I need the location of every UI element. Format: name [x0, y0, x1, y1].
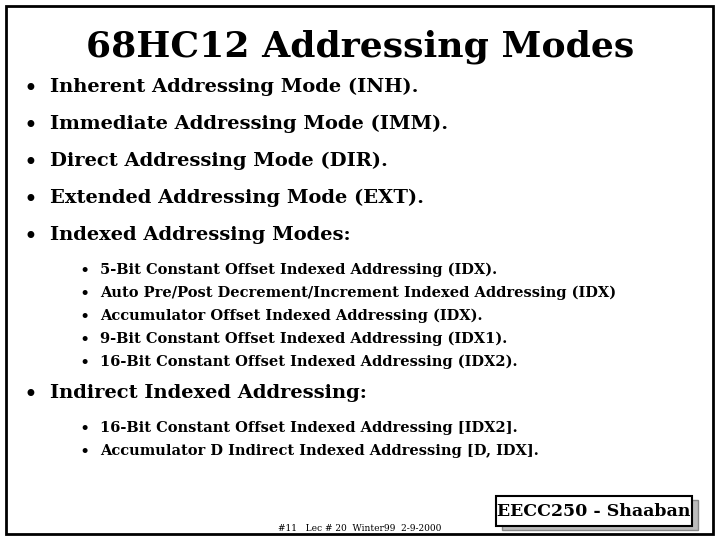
Text: •: •	[80, 421, 90, 438]
Text: 16-Bit Constant Offset Indexed Addressing [IDX2].: 16-Bit Constant Offset Indexed Addressin…	[100, 421, 518, 435]
Bar	[502, 500, 698, 530]
Text: Indirect Indexed Addressing:: Indirect Indexed Addressing:	[50, 384, 367, 402]
Text: 68HC12 Addressing Modes: 68HC12 Addressing Modes	[86, 30, 634, 64]
Text: Extended Addressing Mode (EXT).: Extended Addressing Mode (EXT).	[50, 189, 424, 207]
Text: Inherent Addressing Mode (INH).: Inherent Addressing Mode (INH).	[50, 78, 418, 96]
Text: •: •	[80, 263, 90, 280]
Text: #11   Lec # 20  Winter99  2-9-2000: #11 Lec # 20 Winter99 2-9-2000	[279, 524, 441, 533]
Text: •: •	[80, 444, 90, 461]
Text: •: •	[80, 332, 90, 349]
Text: 9-Bit Constant Offset Indexed Addressing (IDX1).: 9-Bit Constant Offset Indexed Addressing…	[100, 332, 508, 346]
Text: 5-Bit Constant Offset Indexed Addressing (IDX).: 5-Bit Constant Offset Indexed Addressing…	[100, 263, 497, 278]
Text: Direct Addressing Mode (DIR).: Direct Addressing Mode (DIR).	[50, 152, 388, 170]
Text: •: •	[80, 309, 90, 326]
Text: •: •	[23, 78, 37, 101]
Text: Accumulator D Indirect Indexed Addressing [D, IDX].: Accumulator D Indirect Indexed Addressin…	[100, 444, 539, 458]
Text: •: •	[23, 115, 37, 138]
Text: •: •	[23, 189, 37, 212]
Text: •: •	[80, 286, 90, 303]
Text: •: •	[80, 355, 90, 372]
Text: •: •	[23, 152, 37, 175]
Text: Immediate Addressing Mode (IMM).: Immediate Addressing Mode (IMM).	[50, 115, 448, 133]
Text: Auto Pre/Post Decrement/Increment Indexed Addressing (IDX): Auto Pre/Post Decrement/Increment Indexe…	[100, 286, 616, 300]
Text: •: •	[23, 384, 37, 407]
Text: Indexed Addressing Modes:: Indexed Addressing Modes:	[50, 226, 351, 244]
Text: •: •	[23, 226, 37, 249]
Text: Accumulator Offset Indexed Addressing (IDX).: Accumulator Offset Indexed Addressing (I…	[100, 309, 482, 323]
Text: EECC250 - Shaaban: EECC250 - Shaaban	[498, 503, 690, 519]
Text: 16-Bit Constant Offset Indexed Addressing (IDX2).: 16-Bit Constant Offset Indexed Addressin…	[100, 355, 518, 369]
Bar	[496, 496, 692, 526]
